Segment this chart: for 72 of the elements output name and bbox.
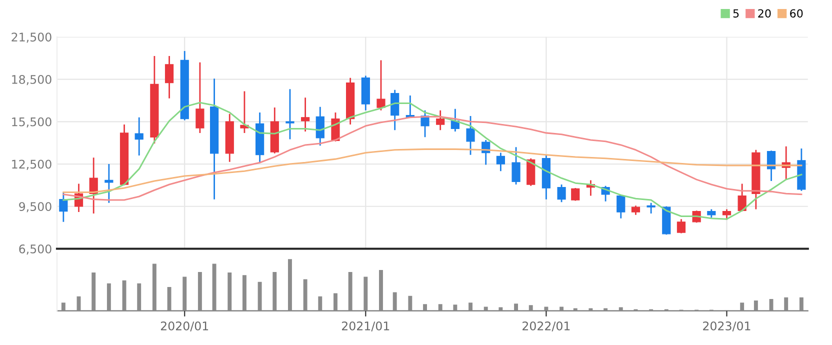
bar: [784, 297, 788, 311]
bar: [288, 259, 292, 311]
bar: [182, 276, 187, 311]
bar: [392, 292, 397, 311]
candlestick: [466, 115, 475, 156]
y-tick-label: 12,500: [12, 160, 52, 170]
candlestick: [631, 204, 640, 216]
bar: [258, 282, 262, 311]
x-tick-label: 2022/01: [522, 321, 570, 332]
x-tick-label: 2021/01: [342, 321, 390, 332]
bar: [303, 279, 308, 311]
x-tick-label: 2020/01: [160, 321, 208, 332]
candlestick: [722, 208, 732, 220]
bar: [799, 297, 804, 311]
bar: [618, 307, 623, 311]
bar: [137, 283, 142, 311]
bar: [528, 305, 533, 311]
bar: [754, 300, 758, 311]
bar: [364, 276, 368, 311]
candlestick: [512, 146, 520, 186]
bar: [514, 304, 518, 311]
bar: [379, 270, 383, 311]
y-tick-label: 18,500: [12, 75, 52, 86]
bar: [408, 296, 412, 311]
bar: [560, 306, 564, 311]
candlestick: [286, 88, 294, 140]
candlestick: [766, 150, 776, 182]
candlestick: [557, 184, 566, 203]
candlestick: [738, 183, 746, 212]
legend-label: 60: [790, 9, 803, 18]
bar: [212, 264, 216, 311]
bar: [228, 272, 232, 311]
y-tick-label: 6,500: [19, 244, 52, 255]
candlestick: [571, 187, 580, 202]
legend-label: 5: [733, 9, 739, 18]
bar: [272, 272, 277, 311]
y-tick-label: 21,500: [12, 32, 52, 43]
bar: [92, 272, 96, 311]
bar: [498, 307, 503, 311]
candlestick: [390, 89, 400, 131]
candlestick: [59, 192, 68, 223]
bar: [167, 287, 172, 311]
candlestick: [676, 218, 686, 234]
bar: [242, 275, 246, 311]
bar: [544, 306, 548, 311]
candlestick: [616, 194, 626, 220]
bar: [438, 304, 442, 311]
bar: [198, 272, 202, 311]
x-tick-label: 2023/01: [703, 321, 750, 332]
bar: [453, 304, 458, 311]
candlestick: [196, 62, 204, 134]
candlestick: [646, 202, 656, 214]
bar: [152, 264, 156, 311]
legend-label: 20: [758, 9, 771, 18]
candlestick: [164, 55, 174, 100]
candlestick: [496, 152, 505, 172]
y-tick-label: 15,500: [12, 117, 52, 128]
bar: [423, 304, 427, 311]
bar: [484, 306, 488, 311]
bar: [318, 296, 322, 311]
bar: [740, 302, 744, 311]
candlestick: [301, 96, 310, 132]
bar: [334, 293, 338, 311]
y-tick-label: 9,500: [19, 202, 52, 212]
candlestick: [376, 60, 386, 112]
bar: [106, 283, 111, 311]
candlestick: [316, 106, 324, 146]
bar: [61, 302, 66, 311]
candlestick: [134, 116, 144, 156]
bar: [468, 302, 472, 311]
candlestick: [436, 110, 445, 131]
bar: [348, 272, 352, 311]
